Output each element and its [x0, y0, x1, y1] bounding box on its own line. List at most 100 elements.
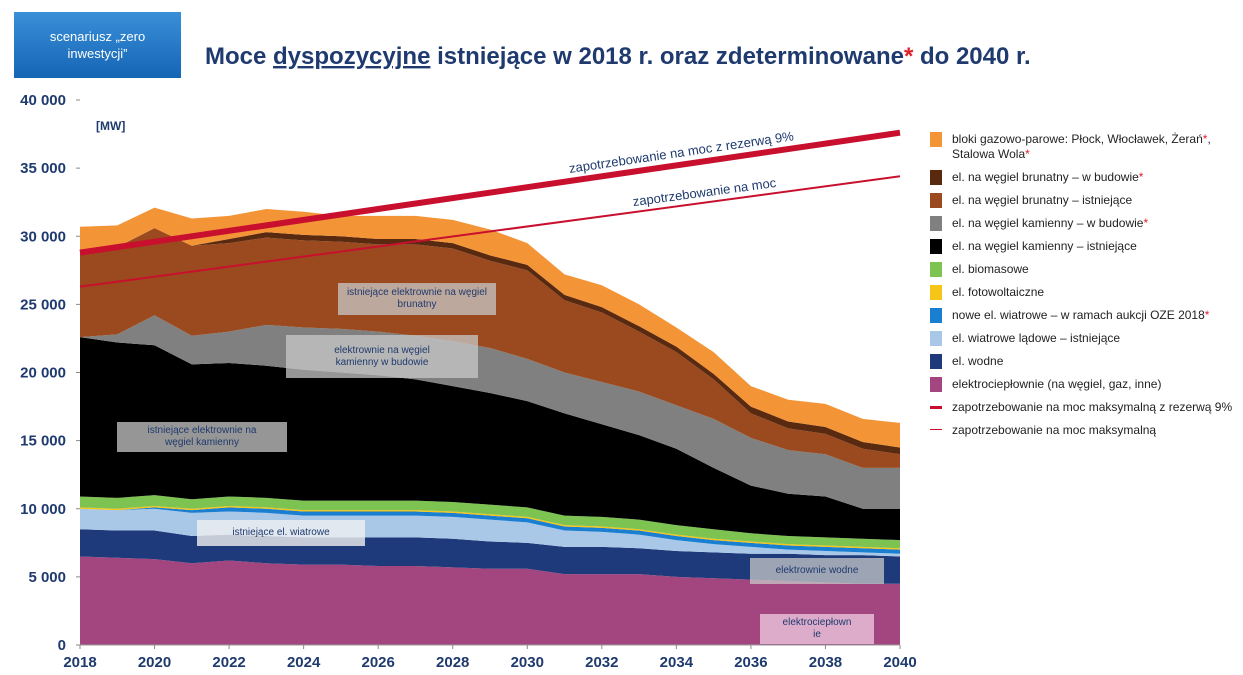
x-tick-label: 2038 — [809, 654, 842, 671]
legend-text-part: el. na węgiel brunatny – istniejące — [952, 193, 1133, 207]
legend-text-part: el. wodne — [952, 354, 1004, 368]
legend-swatch — [930, 429, 942, 430]
area-label: elektrownie wodne — [750, 558, 884, 584]
legend-item: el. na węgiel kamienny – w budowie* — [930, 216, 1238, 231]
legend-swatch — [930, 406, 942, 409]
y-tick-label: 10 000 — [20, 501, 66, 518]
area — [80, 337, 900, 541]
legend-text-part: , Stalowa Wola — [952, 132, 1211, 161]
legend-label: el. biomasowe — [952, 262, 1029, 277]
legend-swatch — [930, 239, 942, 254]
area — [80, 315, 900, 509]
area-label: istniejące elektrownie na węgiel brunatn… — [338, 283, 496, 315]
y-tick-label: 15 000 — [20, 433, 66, 450]
x-tick-label: 2030 — [511, 654, 544, 671]
legend-text-part: * — [1202, 132, 1208, 146]
y-tick-label: 40 000 — [20, 92, 66, 109]
line-label: zapotrzebowanie na moc — [632, 175, 778, 209]
legend-label: el. na węgiel kamienny – w budowie* — [952, 216, 1148, 231]
legend-text-part: el. fotowoltaiczne — [952, 285, 1045, 299]
scenario-badge: scenariusz „zero inwestycji” — [14, 12, 181, 78]
legend-text-part: * — [1138, 170, 1144, 184]
legend-item: el. biomasowe — [930, 262, 1238, 277]
y-tick-label: 0 — [58, 637, 66, 654]
y-tick-label: 30 000 — [20, 228, 66, 245]
x-tick-label: 2026 — [361, 654, 394, 671]
legend-label: zapotrzebowanie na moc maksymalną — [952, 423, 1156, 438]
y-tick-label: 35 000 — [20, 160, 66, 177]
legend-swatch — [930, 331, 942, 346]
x-tick-label: 2024 — [287, 654, 321, 671]
area-label: elektrociepłownie — [760, 614, 874, 644]
legend-swatch — [930, 262, 942, 277]
legend-item: el. na węgiel brunatny – w budowie* — [930, 170, 1238, 185]
x-tick-label: 2018 — [63, 654, 96, 671]
x-tick-label: 2028 — [436, 654, 469, 671]
legend-swatch — [930, 132, 942, 147]
legend-text-part: nowe el. wiatrowe – w ramach aukcji OZE … — [952, 308, 1205, 322]
demand-line — [79, 129, 901, 256]
x-tick-label: 2022 — [212, 654, 245, 671]
legend-label: el. na węgiel kamienny – istniejące — [952, 239, 1137, 254]
x-tick-label: 2034 — [660, 654, 694, 671]
legend-item: zapotrzebowanie na moc maksymalną z reze… — [930, 400, 1238, 415]
legend-text-part: * — [1143, 216, 1149, 230]
legend-text-part: el. na węgiel brunatny – w budowie — [952, 170, 1139, 184]
legend-text-part: el. na węgiel kamienny – w budowie — [952, 216, 1144, 230]
title-part: Moce — [205, 43, 273, 70]
y-tick-label: 20 000 — [20, 365, 66, 382]
unit-label: [MW] — [96, 119, 125, 133]
legend-label: elektrociepłownie (na węgiel, gaz, inne) — [952, 377, 1161, 392]
legend: bloki gazowo-parowe: Płock, Włocławek, Ż… — [930, 132, 1238, 446]
area — [80, 507, 900, 554]
y-tick-label: 5 000 — [28, 569, 66, 586]
legend-item: el. na węgiel kamienny – istniejące — [930, 239, 1238, 254]
legend-swatch — [930, 285, 942, 300]
area-label: istniejące el. wiatrowe — [197, 520, 365, 546]
legend-item: el. na węgiel brunatny – istniejące — [930, 193, 1238, 208]
legend-label: el. na węgiel brunatny – w budowie* — [952, 170, 1143, 185]
area-label: istniejące elektrownie na węgiel kamienn… — [117, 422, 287, 452]
legend-label: zapotrzebowanie na moc maksymalną z reze… — [952, 400, 1232, 415]
legend-item: zapotrzebowanie na moc maksymalną — [930, 423, 1238, 438]
title-part: do 2040 r. — [913, 43, 1030, 70]
title-part: istniejące w 2018 r. oraz zdeterminowane — [430, 43, 904, 70]
area — [80, 495, 900, 549]
area — [80, 556, 900, 645]
legend-text-part: * — [1025, 147, 1030, 161]
legend-label: el. fotowoltaiczne — [952, 285, 1044, 300]
area — [80, 506, 900, 550]
x-tick-label: 2032 — [585, 654, 618, 671]
legend-item: bloki gazowo-parowe: Płock, Włocławek, Ż… — [930, 132, 1238, 162]
x-tick-label: 2036 — [734, 654, 767, 671]
legend-label: bloki gazowo-parowe: Płock, Włocławek, Ż… — [952, 132, 1238, 162]
legend-text-part: el. wiatrowe lądowe – istniejące — [952, 331, 1121, 345]
demand-line — [79, 175, 901, 288]
legend-text-part: zapotrzebowanie na moc maksymalną — [952, 423, 1157, 437]
area — [80, 228, 900, 468]
title-part: dyspozycyjne — [273, 43, 430, 70]
area-label: elektrownie na węgiel kamienny w budowie — [286, 335, 478, 378]
legend-text-part: * — [1204, 308, 1210, 322]
area — [80, 228, 900, 455]
legend-text-part: el. biomasowe — [952, 262, 1029, 276]
legend-label: el. wodne — [952, 354, 1003, 369]
title-part: * — [904, 43, 914, 70]
legend-item: el. wodne — [930, 354, 1238, 369]
chart-title: Moce dyspozycyjne istniejące w 2018 r. o… — [205, 43, 1031, 70]
area — [80, 207, 900, 448]
legend-swatch — [930, 377, 942, 392]
legend-label: el. na węgiel brunatny – istniejące — [952, 193, 1132, 208]
legend-swatch — [930, 216, 942, 231]
legend-swatch — [930, 354, 942, 369]
legend-text-part: zapotrzebowanie na moc maksymalną z reze… — [952, 400, 1233, 414]
legend-label: nowe el. wiatrowe – w ramach aukcji OZE … — [952, 308, 1209, 323]
legend-item: el. fotowoltaiczne — [930, 285, 1238, 300]
legend-text-part: el. na węgiel kamienny – istniejące — [952, 239, 1137, 253]
legend-text-part: bloki gazowo-parowe: Płock, Włocławek, Ż… — [952, 132, 1203, 146]
legend-swatch — [930, 170, 942, 185]
legend-item: el. wiatrowe lądowe – istniejące — [930, 331, 1238, 346]
legend-swatch — [930, 308, 942, 323]
